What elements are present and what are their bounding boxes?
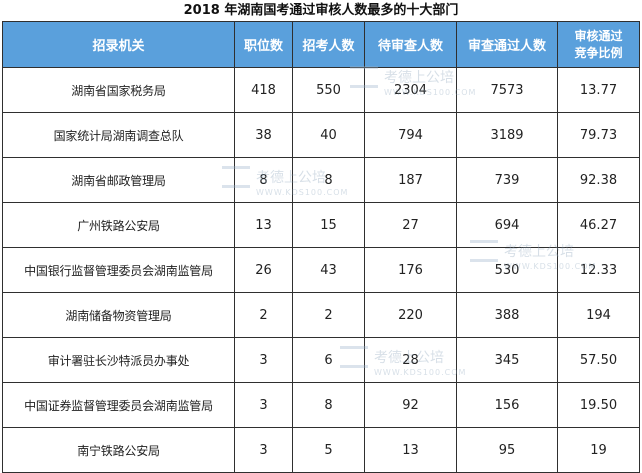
cell-pending: 187 <box>364 157 457 203</box>
cell-recruits: 43 <box>292 247 365 293</box>
data-table: 招录机关 职位数 招考人数 待审查人数 审查通过人数 审核通过 竞争比例 湖南省… <box>2 21 640 473</box>
cell-pending: 176 <box>364 247 457 293</box>
header-ratio: 审核通过 竞争比例 <box>557 21 640 68</box>
cell-positions: 38 <box>234 112 293 158</box>
table-row: 湖南省国家税务局 418 550 2304 7573 13.77 <box>2 67 640 113</box>
cell-passed: 388 <box>456 292 558 338</box>
cell-ratio: 46.27 <box>557 202 640 248</box>
table-header-row: 招录机关 职位数 招考人数 待审查人数 审查通过人数 审核通过 竞争比例 <box>2 21 640 68</box>
cell-pending: 794 <box>364 112 457 158</box>
cell-recruits: 40 <box>292 112 365 158</box>
header-positions: 职位数 <box>234 21 293 68</box>
cell-passed: 739 <box>456 157 558 203</box>
cell-agency: 湖南省国家税务局 <box>2 67 235 113</box>
cell-agency: 中国银行监督管理委员会湖南监管局 <box>2 247 235 293</box>
cell-pending: 220 <box>364 292 457 338</box>
page-title: 2018 年湖南国考通过审核人数最多的十大部门 <box>183 3 459 18</box>
cell-ratio: 92.38 <box>557 157 640 203</box>
cell-passed: 7573 <box>456 67 558 113</box>
cell-passed: 345 <box>456 337 558 383</box>
cell-pending: 2304 <box>364 67 457 113</box>
cell-pending: 13 <box>364 427 457 473</box>
cell-agency: 国家统计局湖南调查总队 <box>2 112 235 158</box>
cell-positions: 3 <box>234 382 293 428</box>
cell-positions: 3 <box>234 337 293 383</box>
cell-passed: 530 <box>456 247 558 293</box>
cell-agency: 南宁铁路公安局 <box>2 427 235 473</box>
cell-passed: 95 <box>456 427 558 473</box>
cell-ratio: 79.73 <box>557 112 640 158</box>
cell-recruits: 5 <box>292 427 365 473</box>
table-row: 国家统计局湖南调查总队 38 40 794 3189 79.73 <box>2 112 640 158</box>
cell-positions: 13 <box>234 202 293 248</box>
header-passed: 审查通过人数 <box>456 21 558 68</box>
table-row: 湖南储备物资管理局 2 2 220 388 194 <box>2 292 640 338</box>
cell-positions: 26 <box>234 247 293 293</box>
cell-recruits: 2 <box>292 292 365 338</box>
cell-ratio: 194 <box>557 292 640 338</box>
cell-positions: 2 <box>234 292 293 338</box>
cell-ratio: 13.77 <box>557 67 640 113</box>
header-pending: 待审查人数 <box>364 21 457 68</box>
cell-pending: 27 <box>364 202 457 248</box>
table-row: 湖南省邮政管理局 8 8 187 739 92.38 <box>2 157 640 203</box>
table-row: 广州铁路公安局 13 15 27 694 46.27 <box>2 202 640 248</box>
cell-positions: 3 <box>234 427 293 473</box>
cell-recruits: 8 <box>292 382 365 428</box>
header-recruits: 招考人数 <box>292 21 365 68</box>
cell-recruits: 6 <box>292 337 365 383</box>
header-ratio-line2: 竞争比例 <box>574 45 623 60</box>
cell-ratio: 19 <box>557 427 640 473</box>
cell-recruits: 15 <box>292 202 365 248</box>
cell-pending: 28 <box>364 337 457 383</box>
cell-ratio: 57.50 <box>557 337 640 383</box>
cell-recruits: 550 <box>292 67 365 113</box>
cell-ratio: 12.33 <box>557 247 640 293</box>
table-body: 湖南省国家税务局 418 550 2304 7573 13.77 国家统计局湖南… <box>2 67 640 473</box>
cell-pending: 92 <box>364 382 457 428</box>
cell-positions: 8 <box>234 157 293 203</box>
cell-passed: 694 <box>456 202 558 248</box>
cell-positions: 418 <box>234 67 293 113</box>
cell-passed: 3189 <box>456 112 558 158</box>
table-row: 中国证券监督管理委员会湖南监管局 3 8 92 156 19.50 <box>2 382 640 428</box>
table-row: 审计署驻长沙特派员办事处 3 6 28 345 57.50 <box>2 337 640 383</box>
header-agency: 招录机关 <box>2 21 235 68</box>
table-row: 中国银行监督管理委员会湖南监管局 26 43 176 530 12.33 <box>2 247 640 293</box>
cell-agency: 审计署驻长沙特派员办事处 <box>2 337 235 383</box>
cell-passed: 156 <box>456 382 558 428</box>
cell-recruits: 8 <box>292 157 365 203</box>
cell-agency: 湖南储备物资管理局 <box>2 292 235 338</box>
header-ratio-line1: 审核通过 <box>574 28 623 43</box>
cell-ratio: 19.50 <box>557 382 640 428</box>
table-row: 南宁铁路公安局 3 5 13 95 19 <box>2 427 640 473</box>
cell-agency: 广州铁路公安局 <box>2 202 235 248</box>
cell-agency: 中国证券监督管理委员会湖南监管局 <box>2 382 235 428</box>
cell-agency: 湖南省邮政管理局 <box>2 157 235 203</box>
